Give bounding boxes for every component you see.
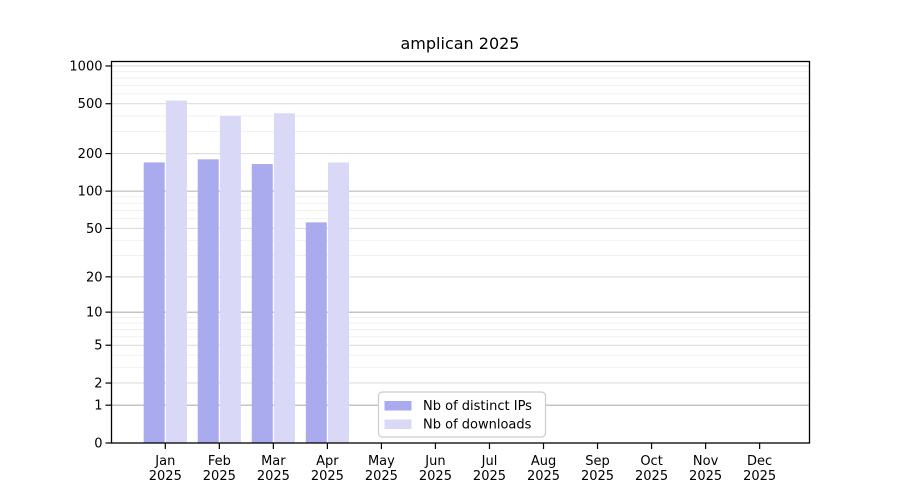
x-tick-label-year: 2025 xyxy=(581,469,614,484)
x-tick-label-year: 2025 xyxy=(311,469,344,484)
chart-title: amplican 2025 xyxy=(400,34,520,53)
legend-label-downloads: Nb of downloads xyxy=(423,418,532,433)
x-tick-label-month: Mar xyxy=(261,454,286,469)
bar-mar-downloads xyxy=(273,113,295,443)
x-tick-label-month: Nov xyxy=(693,454,719,469)
bar-jan-downloads xyxy=(165,100,187,443)
y-tick-label: 2 xyxy=(94,377,102,392)
bar-feb-downloads xyxy=(219,115,241,443)
legend-box xyxy=(377,391,547,438)
legend-swatch-distinct-ips xyxy=(384,401,412,411)
y-tick-label: 20 xyxy=(86,270,103,285)
x-tick-label-month: Feb xyxy=(208,454,231,469)
y-tick-label: 500 xyxy=(78,97,103,112)
y-tick-label: 10 xyxy=(86,306,103,321)
x-tick-label-month: Sep xyxy=(585,454,610,469)
x-tick-label-month: Oct xyxy=(640,454,662,469)
x-tick-label-month: Apr xyxy=(316,454,339,469)
y-tick-label: 1 xyxy=(94,399,102,414)
x-tick-label-year: 2025 xyxy=(635,469,668,484)
legend-label-distinct-ips: Nb of distinct IPs xyxy=(423,399,532,414)
bar-apr-downloads xyxy=(327,162,349,443)
x-tick-label-month: Aug xyxy=(531,454,556,469)
plot-border xyxy=(110,60,811,444)
bar-feb-distinct-ips xyxy=(197,159,219,443)
x-tick-label-year: 2025 xyxy=(743,469,776,484)
y-tick-label: 5 xyxy=(94,339,102,354)
x-tick-label-year: 2025 xyxy=(149,469,182,484)
x-tick-label-year: 2025 xyxy=(257,469,290,484)
x-tick-label-year: 2025 xyxy=(473,469,506,484)
bar-apr-distinct-ips xyxy=(305,222,327,443)
y-tick-label: 0 xyxy=(94,437,102,452)
x-tick-label-month: Dec xyxy=(747,454,772,469)
x-tick-label-month: Jun xyxy=(424,454,445,469)
bar-jan-distinct-ips xyxy=(143,162,165,443)
x-tick-label-year: 2025 xyxy=(689,469,722,484)
legend-swatch-downloads xyxy=(384,419,412,429)
y-tick-label: 100 xyxy=(78,185,103,200)
y-tick-label: 1000 xyxy=(69,59,102,74)
x-tick-label-year: 2025 xyxy=(527,469,560,484)
x-tick-label-month: Jul xyxy=(481,454,498,469)
y-tick-label: 50 xyxy=(86,222,103,237)
legend: Nb of distinct IPs Nb of downloads xyxy=(377,391,547,438)
y-tick-label: 200 xyxy=(78,147,103,162)
x-tick-label-month: May xyxy=(368,454,395,469)
x-tick-label-month: Jan xyxy=(154,454,175,469)
x-tick-label-year: 2025 xyxy=(365,469,398,484)
bar-mar-distinct-ips xyxy=(251,164,273,443)
x-tick-label-year: 2025 xyxy=(419,469,452,484)
x-tick-label-year: 2025 xyxy=(203,469,236,484)
